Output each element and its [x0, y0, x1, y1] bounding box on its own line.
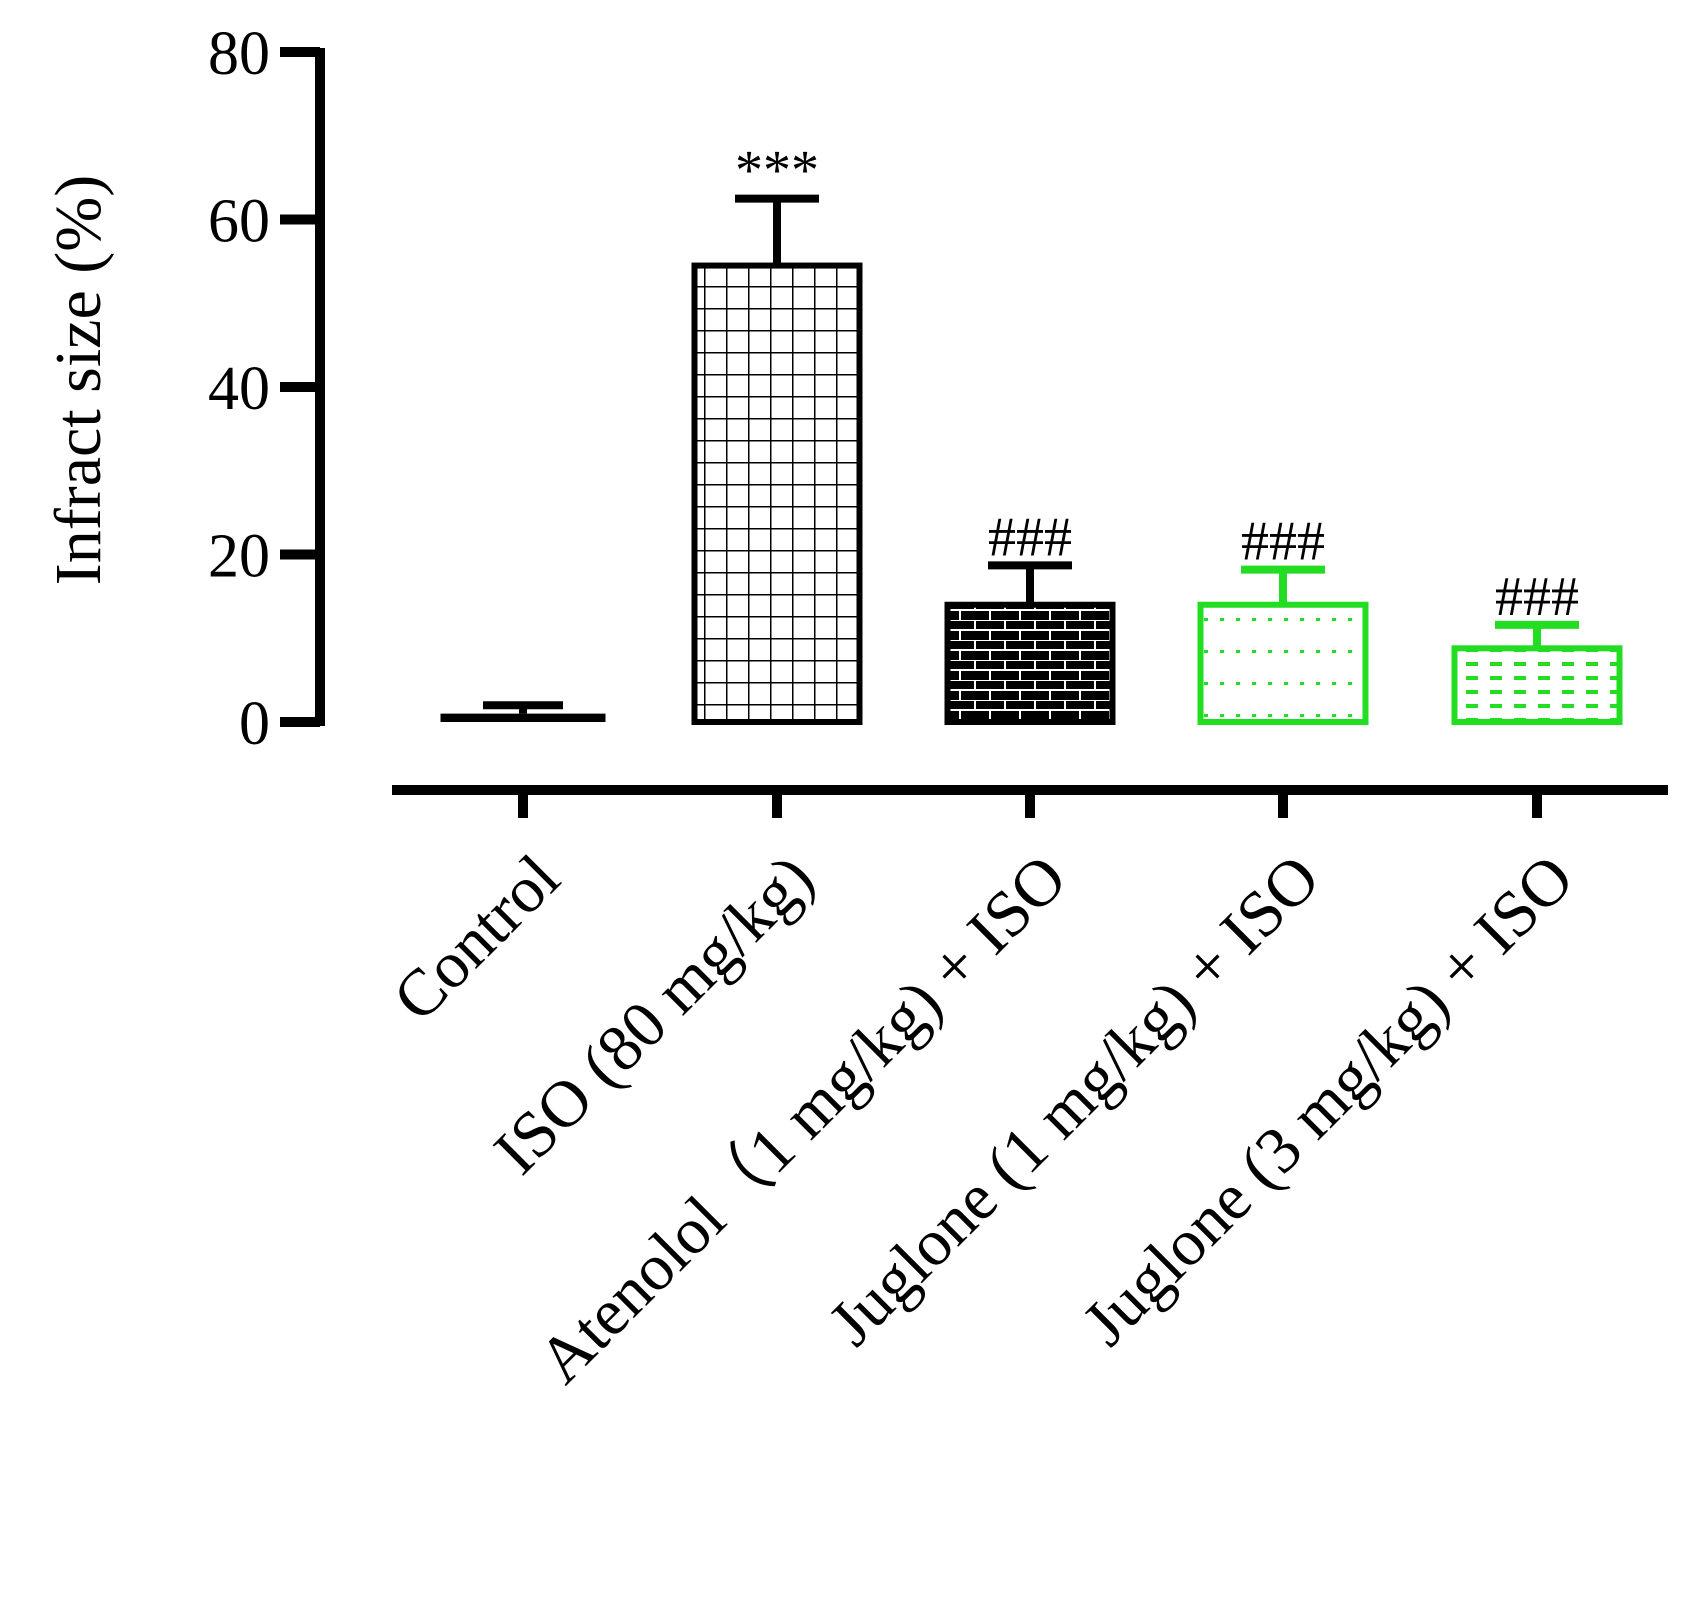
significance-label: ###: [988, 506, 1072, 568]
x-axis: [392, 785, 1668, 818]
bar: [691, 262, 863, 725]
bars: *** ### ### ###: [440, 140, 1623, 725]
bar: [1451, 645, 1623, 725]
bar: [440, 713, 606, 722]
bar: [1197, 601, 1369, 725]
x-tick-label: Juglone (1 mg/kg) + ISO: [815, 841, 1334, 1360]
y-axis: 0 20 40 60 80 Infract size (%): [42, 20, 325, 758]
y-tick-label: 40: [208, 355, 270, 423]
y-tick-label: 20: [208, 523, 270, 591]
x-tick-label: Atenolol（1 mg/kg) + ISO: [524, 841, 1080, 1397]
x-tick-label: Control: [379, 841, 573, 1035]
y-axis-label: Infract size (%): [42, 175, 115, 585]
significance-label: ###: [1241, 511, 1325, 573]
significance-label: ***: [735, 140, 819, 202]
bar: [944, 601, 1116, 725]
x-tick-label: Juglone (3 mg/kg) + ISO: [1069, 841, 1588, 1360]
y-tick-label: 80: [208, 20, 270, 88]
significance-label: ###: [1495, 566, 1579, 628]
y-tick-label: 60: [208, 188, 270, 256]
y-tick-label: 0: [239, 690, 270, 758]
